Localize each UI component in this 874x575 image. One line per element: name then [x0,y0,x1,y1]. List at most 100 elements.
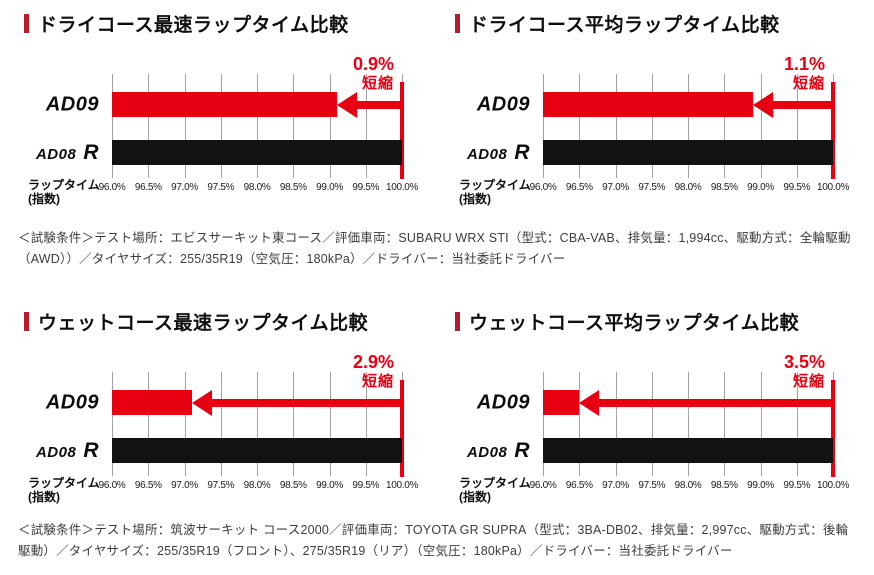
axis-tick-label: 99.0% [747,480,774,491]
title-marker-bar [24,14,29,33]
axis-tick-label: 99.5% [783,480,811,491]
axis-tick-label: 97.0% [171,480,198,491]
reduction-value: 1.1% [783,54,825,74]
arrow-head-icon [191,389,212,416]
gridline [651,372,653,476]
axis-label-line2: (指数) [459,490,491,505]
reference-line-100pct [831,82,835,179]
gridline [257,74,258,178]
gridline [220,372,222,476]
gridline [365,372,367,476]
axis-tick-label: 99.5% [352,182,380,193]
series-name-suffix: R [83,140,99,164]
gridline [724,74,726,178]
gridline [796,372,798,476]
bar-ad09 [112,92,337,117]
axis-tick-label: 97.5% [207,480,235,491]
reference-line-100pct [831,380,835,477]
reduction-word: 短縮 [792,372,825,390]
plot-area: AD09 AD08 R 96.0% 96.5% 97.0% 97.5% 98.0% 98.5% 9… [467,74,849,193]
axis-tick-label: 97.0% [171,182,198,193]
series-name-suffix: R [514,140,530,164]
chart-wet-fastest-lap: ウェットコース最速ラップタイム比較 AD09 AD08 R 96.0% 96.5% 97.0… [24,306,438,518]
axis-tick-label: 96.5% [134,480,162,491]
chart-dry-fastest-lap: ドライコース最速ラップタイム比較 AD09 AD08 R 96.0% 96.5% 97.0%… [24,8,438,220]
bar-ad08r [112,438,402,463]
gridline [365,74,367,178]
reduction-arrow [191,389,402,416]
series-label: AD08 R [36,439,99,463]
gridline [112,372,113,476]
axis-tick-label: 96.5% [565,480,593,491]
axis-tick-label: 100.0% [816,182,850,193]
axis-tick-label: 100.0% [385,182,419,193]
axis-label: ラップタイム (指数) [459,178,531,207]
chart-title-text: ドライコース最速ラップタイム比較 [38,15,349,36]
bar-ad09 [543,92,754,117]
bar-ad09 [543,390,580,415]
reduction-arrow [753,91,833,118]
axis-tick-label: 97.5% [638,480,666,491]
axis-tick-label: 98.0% [674,182,702,193]
reduction-word: 短縮 [361,372,394,390]
chart-title-text: ウェットコース平均ラップタイム比較 [469,313,800,334]
title-marker-bar [455,312,460,331]
gridline [760,74,762,178]
gridline [148,74,150,178]
axis-tick-label: 98.5% [710,182,738,193]
gridline [112,74,113,178]
gridline [329,372,331,476]
axis-tick-label: 98.5% [279,182,307,193]
axis-tick-label: 98.5% [710,480,738,491]
gridline [615,372,617,476]
reduction-annotation: 3.5% 短縮 [784,352,825,390]
axis-label: ラップタイム (指数) [28,178,100,207]
gridline [293,74,295,178]
arrow-head-icon [753,91,774,118]
axis-label-line2: (指数) [28,490,60,505]
chart-wet-average-lap: ウェットコース平均ラップタイム比較 AD09 AD08 R 96.0% 96.5% 97.0… [455,306,869,518]
reduction-value: 0.9% [352,54,394,74]
axis-tick-label: 100.0% [385,480,419,491]
arrow-shaft [771,100,833,109]
axis-tick-label: 100.0% [816,480,850,491]
bar-ad08r [543,438,833,463]
axis-tick-label: 96.0% [98,480,126,491]
gridline [760,372,762,476]
reduction-word: 短縮 [792,74,825,92]
gridline [257,372,258,476]
axis-tick-label: 99.5% [783,182,811,193]
gridline [579,372,581,476]
arrow-head-icon [579,389,600,416]
axis-tick-label: 97.5% [207,182,235,193]
gridline [579,74,581,178]
axis-tick-label: 97.0% [602,480,629,491]
axis-tick-label: 99.0% [316,182,343,193]
reduction-value: 2.9% [352,352,394,372]
series-name: AD09 [476,391,530,413]
chart-title: ドライコース平均ラップタイム比較 [455,10,780,37]
series-label: AD08 R [36,141,99,165]
gridline [796,74,798,178]
gridline [184,372,186,476]
axis-tick-label: 98.0% [674,480,702,491]
reference-line-100pct [400,82,404,179]
gridline [688,74,689,178]
arrow-head-icon [336,91,357,118]
plot-area: AD09 AD08 R 96.0% 96.5% 97.0% 97.5% 98.0% 98.5% 9… [36,372,418,491]
series-label: AD09 [46,93,99,116]
chart-title-text: ドライコース平均ラップタイム比較 [469,15,780,36]
gridline [329,74,331,178]
series-name-suffix: R [83,438,99,462]
reduction-word: 短縮 [361,74,394,92]
series-label: AD09 [477,93,530,116]
series-name: AD08 [35,443,77,461]
axis-tick-label: 96.5% [565,182,593,193]
series-label: AD09 [477,391,530,414]
axis-label-line1: ラップタイム [28,178,100,192]
reduction-value: 3.5% [783,352,825,372]
axis-tick-label: 96.0% [529,182,557,193]
series-label: AD09 [46,391,99,414]
axis-label-line1: ラップタイム [28,476,100,490]
